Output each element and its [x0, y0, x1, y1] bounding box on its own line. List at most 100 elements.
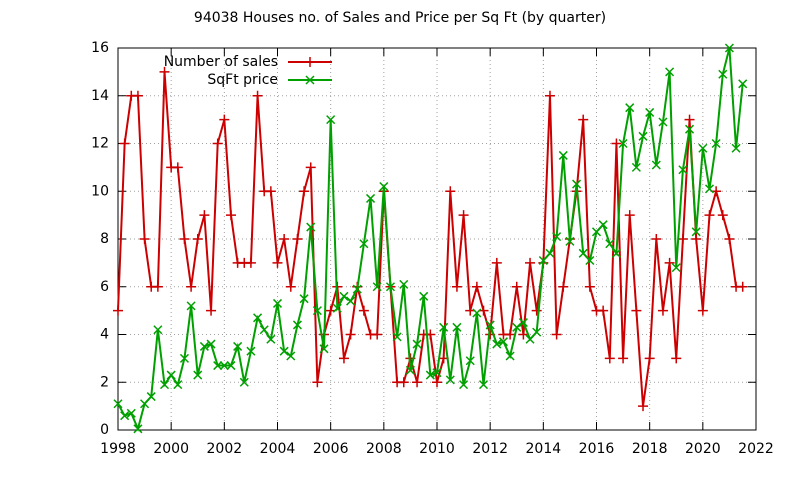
data-point [505, 351, 515, 361]
data-point [113, 305, 123, 316]
x-tick-label: 2012 [472, 441, 508, 457]
data-point [552, 232, 562, 242]
data-point [225, 210, 236, 221]
data-point [491, 257, 502, 268]
data-point [598, 305, 609, 316]
data-point [651, 234, 662, 244]
data-point [272, 298, 283, 308]
data-point [538, 255, 548, 266]
data-point [279, 346, 289, 356]
data-point [246, 346, 256, 356]
data-point [339, 291, 349, 301]
y-tick-label: 4 [100, 327, 109, 343]
data-point [312, 306, 322, 316]
data-point [132, 90, 143, 101]
data-point [658, 117, 668, 127]
data-point [159, 380, 170, 390]
data-point [186, 301, 196, 311]
x-tick-label: 1998 [100, 441, 136, 457]
legend-label: Number of sales [164, 54, 278, 70]
x-tick-label: 2018 [632, 441, 668, 457]
data-point [385, 282, 396, 292]
data-point [305, 162, 316, 173]
x-tick-label: 2006 [313, 441, 349, 457]
data-point [651, 160, 661, 170]
data-point [266, 334, 276, 344]
data-point [471, 281, 482, 292]
data-point [253, 313, 263, 323]
data-point [213, 361, 223, 371]
data-point [445, 186, 456, 197]
data-point [459, 380, 469, 390]
data-point [465, 356, 475, 366]
data-point [372, 282, 382, 292]
data-point [624, 210, 635, 221]
data-point [432, 377, 442, 388]
data-point [618, 353, 629, 364]
x-tick-label: 2000 [153, 441, 189, 457]
data-point [206, 339, 216, 349]
data-point [558, 150, 568, 160]
x-tick-label: 2014 [526, 441, 562, 457]
data-point [179, 353, 189, 363]
data-point [306, 222, 316, 232]
data-point [146, 392, 156, 402]
data-point [531, 305, 542, 316]
data-point [338, 353, 349, 364]
data-point [565, 236, 575, 246]
data-point [299, 294, 309, 304]
data-point [199, 210, 210, 221]
data-point [113, 399, 123, 409]
data-point [405, 365, 415, 375]
data-point [545, 248, 555, 258]
data-point [432, 368, 442, 378]
data-point [319, 344, 329, 354]
data-point [578, 114, 589, 125]
data-point [611, 138, 622, 149]
data-point [711, 138, 721, 149]
data-point [212, 138, 223, 149]
data-point [518, 318, 528, 328]
data-point [724, 43, 734, 53]
data-point [272, 257, 283, 268]
data-point [512, 322, 522, 332]
data-point [399, 279, 409, 289]
data-point [611, 248, 621, 258]
data-point [738, 79, 748, 89]
data-point [478, 380, 489, 390]
x-tick-label: 2020 [685, 441, 721, 457]
data-point [292, 234, 303, 244]
data-point [245, 257, 256, 268]
data-point [265, 186, 276, 197]
data-point [445, 375, 455, 385]
data-point [392, 332, 402, 342]
data-point [578, 248, 588, 258]
data-point [492, 339, 502, 349]
data-point [359, 239, 369, 249]
data-point [704, 184, 715, 194]
data-point [326, 115, 336, 125]
data-point [697, 305, 708, 316]
data-point [252, 90, 263, 101]
data-point [366, 193, 376, 203]
legend-marker [305, 75, 315, 85]
x-tick-label: 2010 [419, 441, 455, 457]
data-point [684, 114, 695, 125]
data-point [279, 234, 290, 244]
data-point [498, 337, 508, 347]
data-point [591, 227, 602, 237]
data-point [584, 281, 595, 292]
data-point [505, 329, 516, 340]
data-point [173, 380, 183, 390]
data-point [558, 281, 569, 292]
data-point [585, 255, 595, 266]
data-point [525, 257, 536, 268]
data-point [120, 411, 130, 421]
data-point [179, 234, 190, 244]
data-point [358, 305, 369, 316]
y-tick-label: 14 [91, 88, 109, 104]
data-point [140, 399, 150, 409]
data-point [691, 234, 702, 244]
data-point [685, 124, 695, 134]
